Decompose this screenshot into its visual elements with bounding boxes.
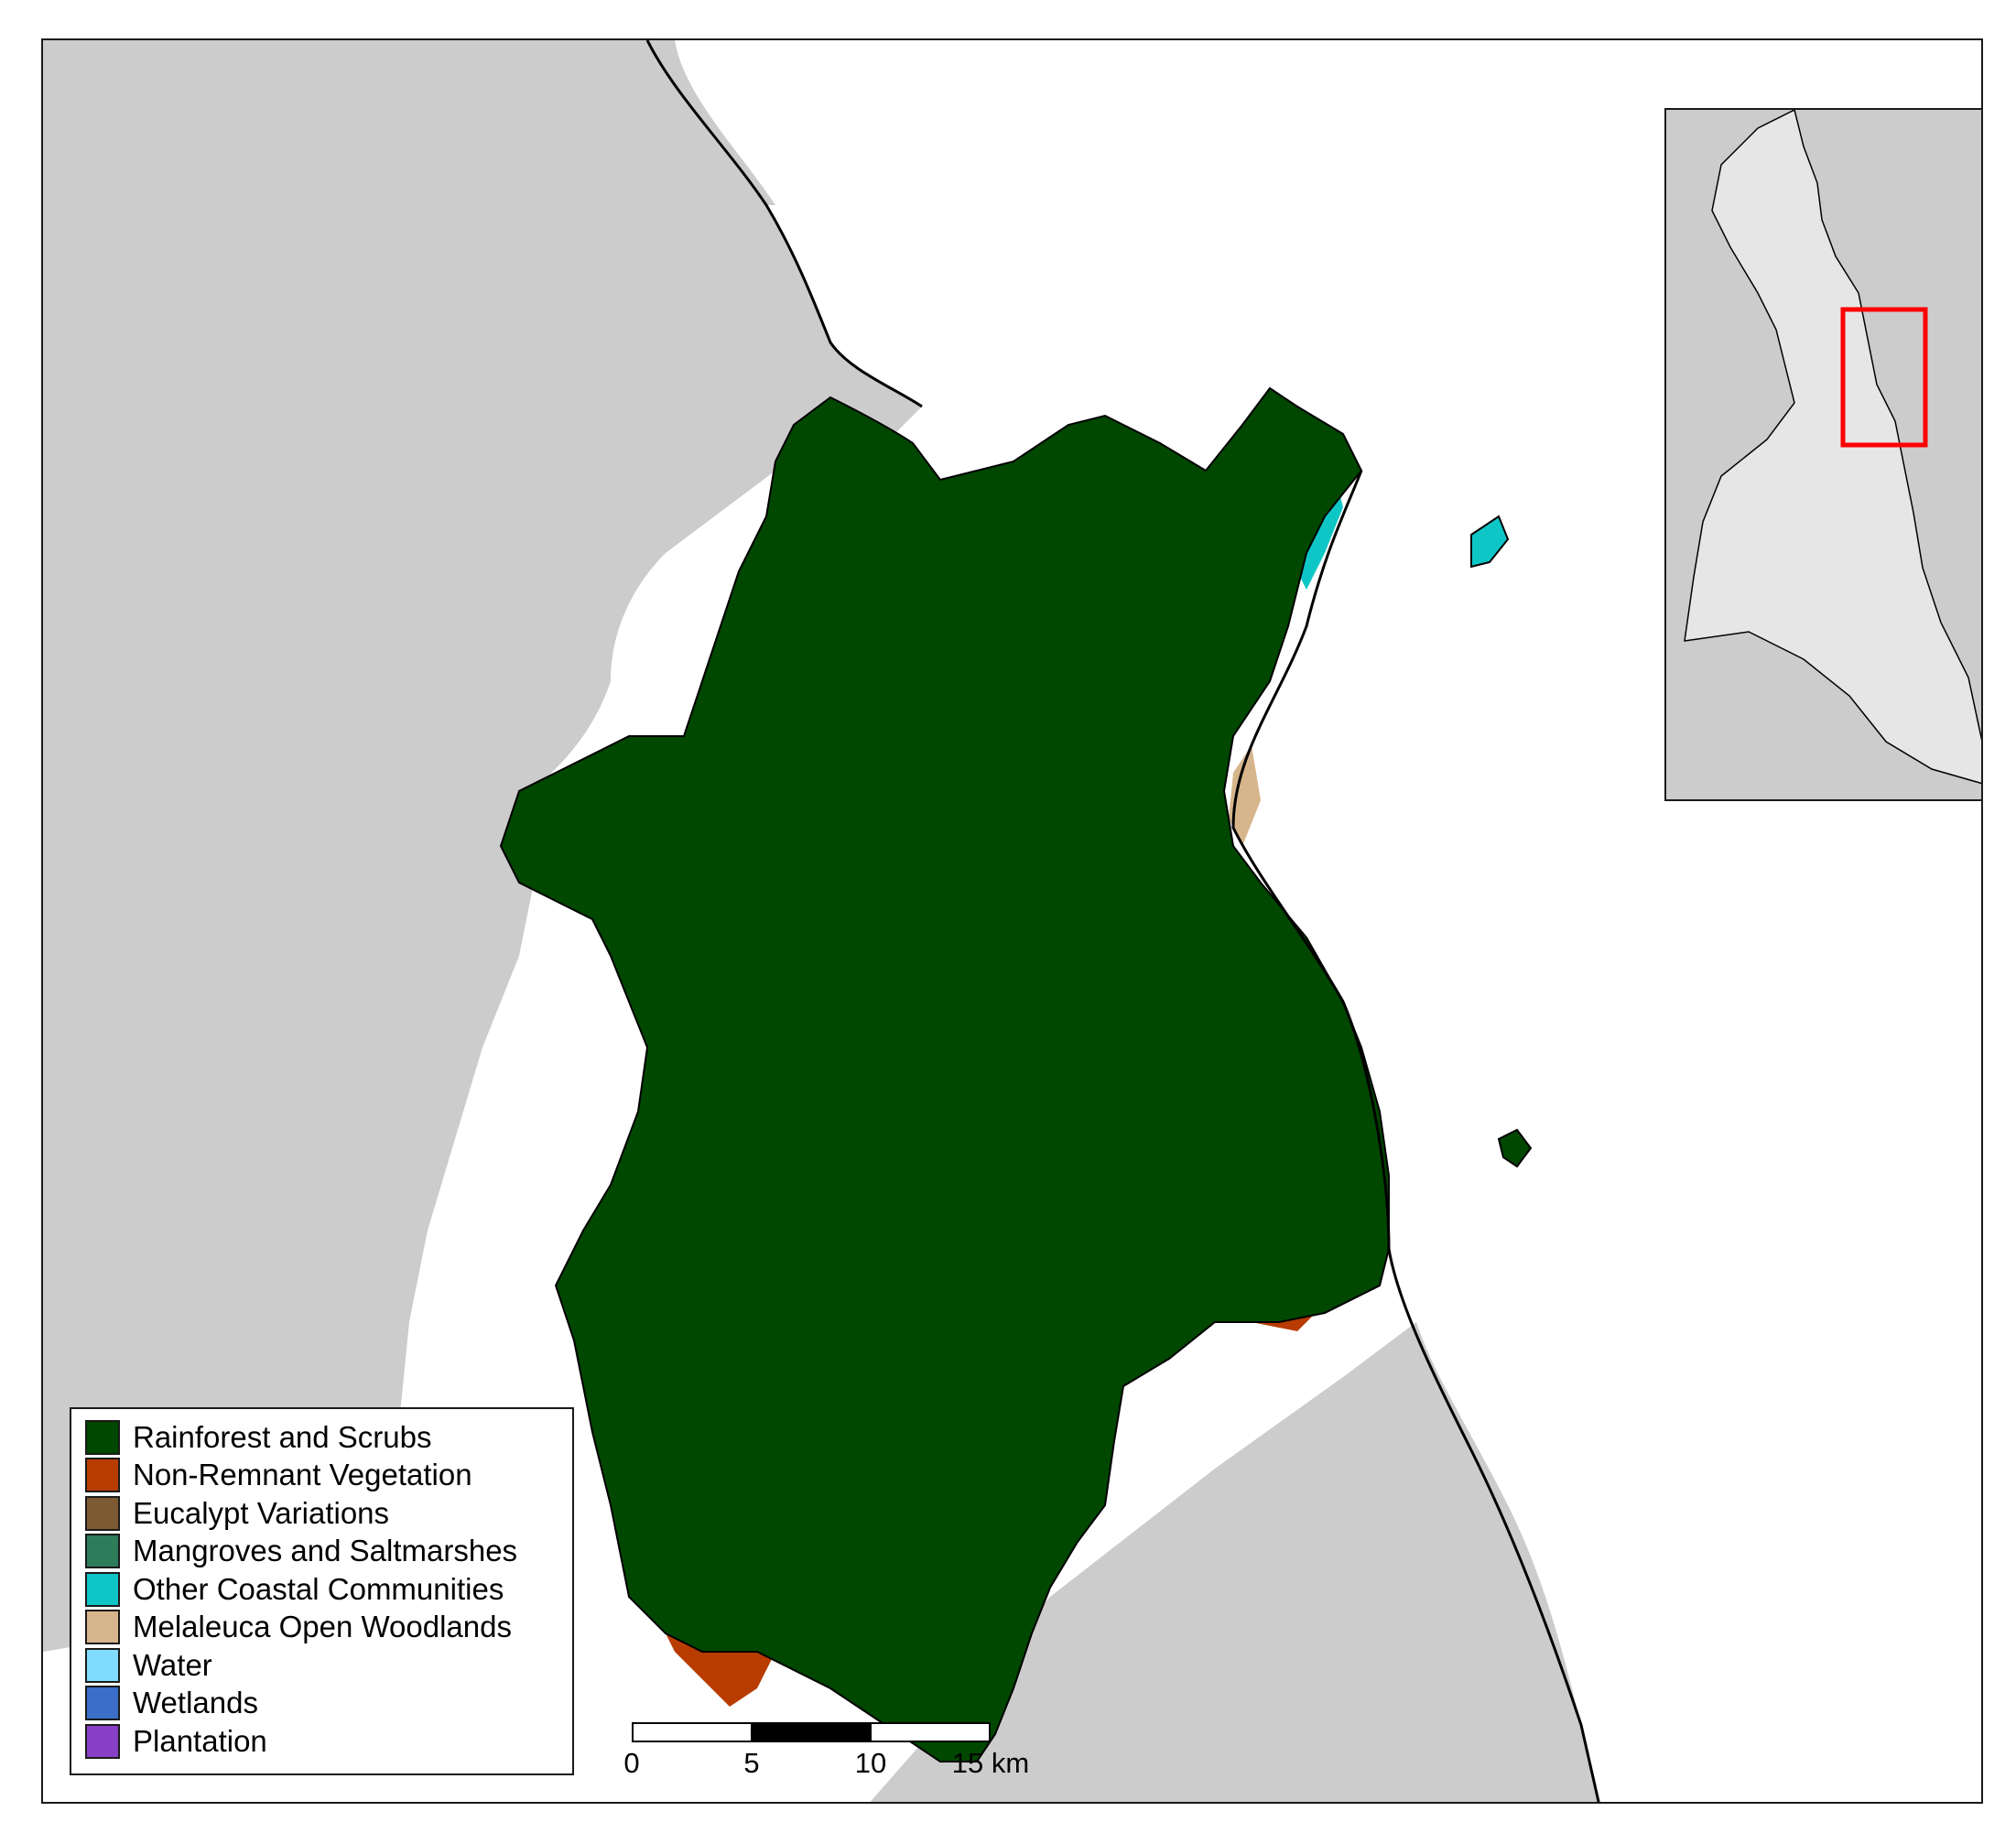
legend-item: Eucalypt Variations [85,1494,572,1533]
legend-label: Rainforest and Scrubs [133,1419,432,1454]
legend-item: Non-Remnant Vegetation [85,1457,572,1495]
legend-label: Other Coastal Communities [133,1571,504,1606]
legend-label: Mangroves and Saltmarshes [133,1534,518,1568]
legend-swatch [85,1610,120,1645]
scale-bar: 0 5 10 15 km [623,1722,1029,1786]
legend-item: Melaleuca Open Woodlands [85,1609,572,1647]
scale-segment-2 [751,1722,872,1742]
inset-highlight-box [1840,307,1928,448]
legend-item: Wetlands [85,1685,572,1723]
legend-label: Melaleuca Open Woodlands [133,1610,512,1644]
legend-swatch [85,1419,120,1455]
scale-tick-0: 0 [623,1747,640,1779]
map-frame [41,38,1983,1804]
legend-swatch [85,1723,120,1759]
legend-label: Non-Remnant Vegetation [133,1458,472,1492]
land-west [43,40,922,1652]
legend-item: Rainforest and Scrubs [85,1418,572,1457]
legend-swatch [85,1647,120,1683]
inset-catchments [1684,110,1981,785]
legend-label: Plantation [133,1723,267,1758]
legend-item: Mangroves and Saltmarshes [85,1533,572,1571]
legend-label: Eucalypt Variations [133,1495,390,1530]
island-east [1497,1128,1533,1168]
legend-item: Water [85,1646,572,1685]
coastline [645,40,1600,1802]
legend-swatch [85,1686,120,1721]
scale-segment-3 [870,1722,991,1742]
land-southeast [870,1322,1599,1802]
scale-tick-10: 10 [854,1747,887,1779]
legend-item: Plantation [85,1722,572,1761]
legend-label: Water [133,1647,212,1682]
inset-map[interactable] [1664,108,1981,801]
legend-swatch [85,1534,120,1569]
map-legend: Rainforest and Scrubs Non-Remnant Vegetat… [70,1407,574,1775]
legend-swatch [85,1495,120,1531]
legend-swatch [85,1571,120,1607]
scale-segment-1 [632,1722,753,1742]
inset-map-svg [1684,110,1981,785]
legend-swatch [85,1458,120,1493]
scale-tick-5: 5 [743,1747,760,1779]
region-melaleuca-coast [1229,745,1261,846]
scale-tick-15: 15 km [951,1747,1030,1779]
main-map[interactable] [43,40,1983,1804]
legend-label: Wetlands [133,1686,258,1720]
legend-item: Other Coastal Communities [85,1570,572,1609]
island-north [1470,515,1510,569]
land-northeast-sliver [647,40,775,205]
